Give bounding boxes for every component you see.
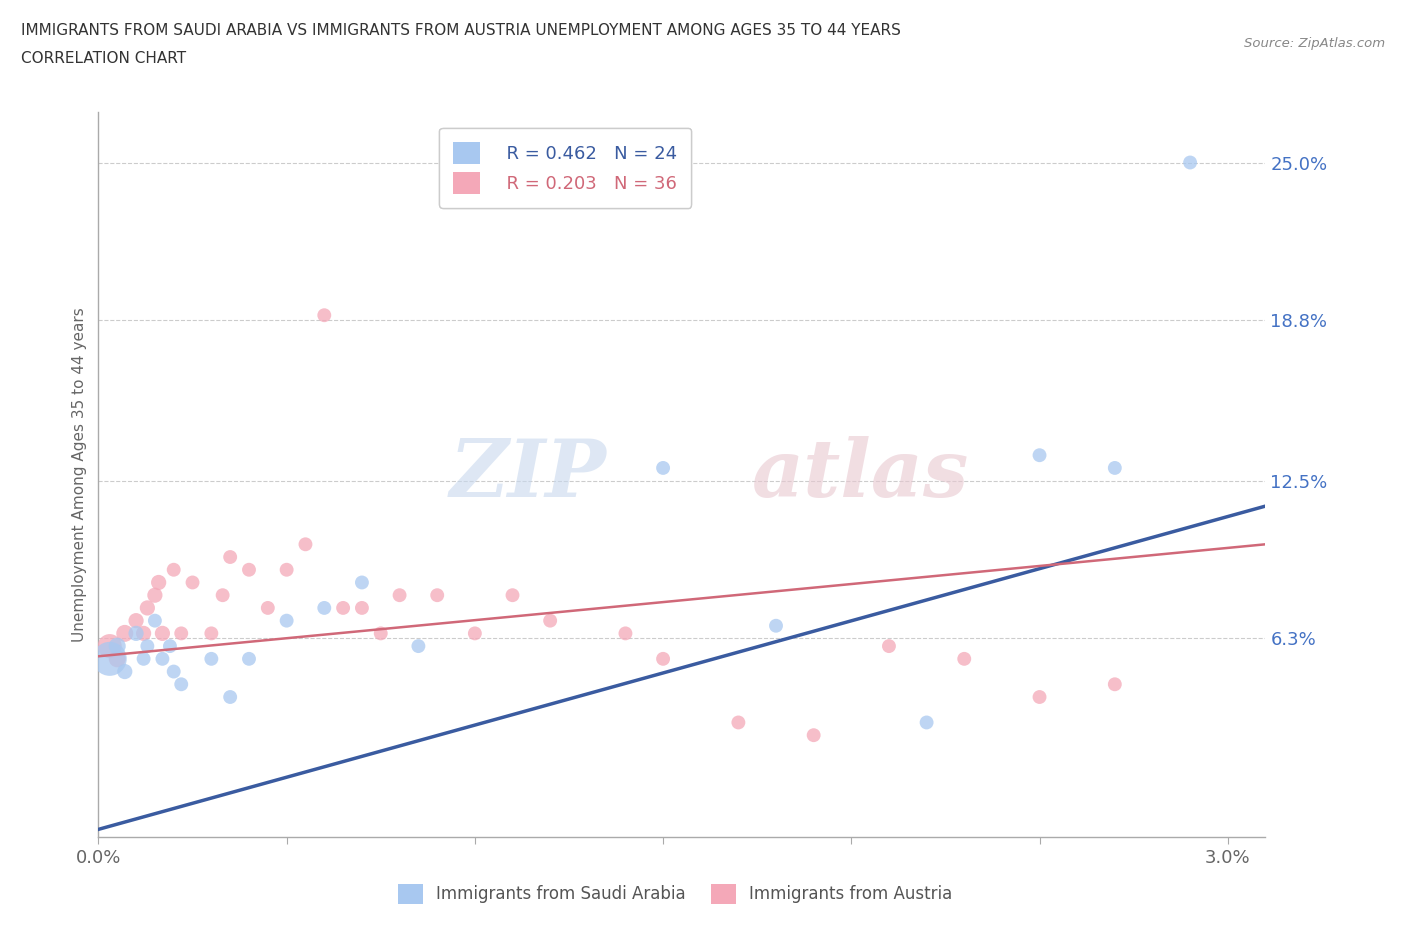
Point bbox=[350, 601, 373, 616]
Point bbox=[276, 613, 298, 628]
Point bbox=[426, 588, 449, 603]
Text: ZIP: ZIP bbox=[449, 435, 606, 513]
Point bbox=[314, 308, 336, 323]
Point bbox=[408, 639, 430, 654]
Point bbox=[200, 626, 222, 641]
Point bbox=[238, 651, 260, 666]
Point bbox=[1104, 677, 1126, 692]
Point bbox=[765, 618, 787, 633]
Y-axis label: Unemployment Among Ages 35 to 44 years: Unemployment Among Ages 35 to 44 years bbox=[72, 307, 87, 642]
Point bbox=[98, 639, 121, 654]
Point bbox=[388, 588, 411, 603]
Point bbox=[98, 651, 121, 666]
Point bbox=[314, 601, 336, 616]
Point bbox=[132, 651, 155, 666]
Point bbox=[1178, 155, 1201, 170]
Point bbox=[148, 575, 170, 590]
Text: atlas: atlas bbox=[752, 435, 969, 513]
Point bbox=[877, 639, 900, 654]
Point bbox=[181, 575, 204, 590]
Point bbox=[114, 626, 136, 641]
Point bbox=[370, 626, 392, 641]
Point bbox=[132, 626, 155, 641]
Point bbox=[143, 588, 166, 603]
Point bbox=[1104, 460, 1126, 475]
Point bbox=[136, 601, 159, 616]
Point bbox=[294, 537, 316, 551]
Point bbox=[163, 563, 186, 578]
Point bbox=[350, 575, 373, 590]
Point bbox=[219, 550, 242, 565]
Point bbox=[143, 613, 166, 628]
Point bbox=[614, 626, 637, 641]
Point bbox=[114, 664, 136, 679]
Point bbox=[152, 626, 174, 641]
Legend:   R = 0.462   N = 24,   R = 0.203   N = 36: R = 0.462 N = 24, R = 0.203 N = 36 bbox=[439, 128, 692, 208]
Point bbox=[105, 651, 128, 666]
Point bbox=[200, 651, 222, 666]
Point bbox=[170, 626, 193, 641]
Point bbox=[159, 639, 181, 654]
Point bbox=[652, 651, 675, 666]
Point bbox=[211, 588, 233, 603]
Point bbox=[332, 601, 354, 616]
Point bbox=[953, 651, 976, 666]
Point bbox=[915, 715, 938, 730]
Point bbox=[652, 460, 675, 475]
Point bbox=[170, 677, 193, 692]
Point bbox=[727, 715, 749, 730]
Point bbox=[219, 689, 242, 704]
Text: IMMIGRANTS FROM SAUDI ARABIA VS IMMIGRANTS FROM AUSTRIA UNEMPLOYMENT AMONG AGES : IMMIGRANTS FROM SAUDI ARABIA VS IMMIGRAN… bbox=[21, 23, 901, 38]
Point bbox=[238, 563, 260, 578]
Point bbox=[256, 601, 278, 616]
Point bbox=[276, 563, 298, 578]
Point bbox=[538, 613, 561, 628]
Point bbox=[152, 651, 174, 666]
Point bbox=[1028, 689, 1050, 704]
Point bbox=[1028, 447, 1050, 462]
Legend: Immigrants from Saudi Arabia, Immigrants from Austria: Immigrants from Saudi Arabia, Immigrants… bbox=[389, 875, 960, 912]
Point bbox=[502, 588, 524, 603]
Point bbox=[163, 664, 186, 679]
Point bbox=[125, 613, 148, 628]
Text: CORRELATION CHART: CORRELATION CHART bbox=[21, 51, 186, 66]
Point bbox=[105, 639, 128, 654]
Text: Source: ZipAtlas.com: Source: ZipAtlas.com bbox=[1244, 37, 1385, 50]
Point bbox=[136, 639, 159, 654]
Point bbox=[125, 626, 148, 641]
Point bbox=[803, 728, 825, 743]
Point bbox=[464, 626, 486, 641]
